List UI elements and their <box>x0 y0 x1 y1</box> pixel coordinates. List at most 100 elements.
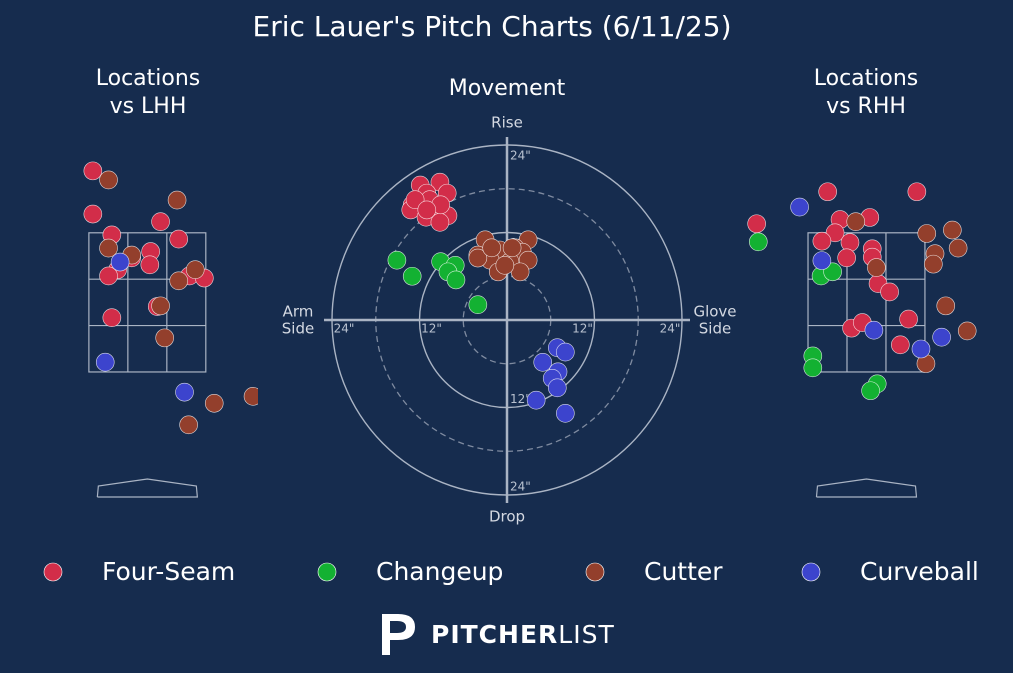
r-tick-label: 12" <box>421 322 442 336</box>
legend-label: Curveball <box>860 557 979 586</box>
pitch <box>151 296 170 316</box>
legend-marker <box>585 562 605 582</box>
pitch <box>891 335 910 355</box>
pitch <box>911 339 931 359</box>
pitch <box>99 170 118 190</box>
location-plot <box>747 182 977 498</box>
label-line: Side <box>282 320 314 338</box>
pitch <box>99 238 118 258</box>
pitch <box>948 238 968 258</box>
pitch <box>526 390 546 410</box>
pitch <box>936 296 956 316</box>
pitch <box>924 254 943 274</box>
pitch <box>83 161 103 181</box>
label-line: vs RHH <box>826 94 906 119</box>
pitch <box>840 233 860 252</box>
pitch <box>861 381 880 401</box>
label-line: vs LHH <box>110 94 187 119</box>
pitch <box>957 321 977 341</box>
pitch <box>140 255 160 275</box>
legend-label: Four-Seam <box>102 557 235 586</box>
pitch <box>812 231 832 251</box>
pitch <box>110 252 130 272</box>
pitch <box>846 212 866 231</box>
pitch <box>917 224 937 243</box>
movement-plot: 12"12"12"12"24"24"24"24" <box>324 137 690 503</box>
pitch <box>548 378 567 398</box>
r-tick-label: 12" <box>510 392 531 406</box>
home-plate <box>815 478 918 498</box>
pitch <box>837 248 856 268</box>
label-line: Movement <box>449 76 566 101</box>
legend-marker <box>43 562 63 582</box>
pitch <box>803 358 823 378</box>
r-tick-label: 24" <box>660 322 681 336</box>
pitch <box>387 250 407 270</box>
pitch <box>83 204 103 224</box>
home-plate <box>96 478 199 498</box>
label-line: Drop <box>489 508 525 526</box>
label-line: Locations <box>96 66 201 91</box>
label-line: Rise <box>491 114 523 132</box>
pitch <box>417 200 437 220</box>
r-tick-label: 24" <box>334 322 355 336</box>
pitch <box>533 352 553 372</box>
logo: PITCHERLIST <box>382 614 615 655</box>
strike-zone <box>807 232 926 373</box>
pitch <box>446 270 466 290</box>
r-tick-label: 24" <box>510 480 531 494</box>
pitch <box>95 352 115 372</box>
pitch <box>102 308 122 327</box>
strike-zone <box>88 232 207 373</box>
label-line: Glove <box>693 303 736 321</box>
pitch <box>243 387 258 406</box>
pitch <box>899 309 918 329</box>
pitch <box>99 266 118 286</box>
pitch <box>749 232 768 252</box>
pitch <box>790 197 809 217</box>
label-line: Side <box>699 320 731 338</box>
pitch <box>880 282 899 302</box>
pitch <box>468 295 488 314</box>
pitch <box>495 256 515 275</box>
pitch <box>185 260 205 279</box>
pitch <box>825 223 845 243</box>
brand-bold: PITCHER <box>431 620 558 649</box>
pitch <box>169 229 189 249</box>
legend-marker <box>801 562 821 582</box>
pitch <box>907 182 927 202</box>
pitch <box>556 342 575 362</box>
pitch <box>943 220 962 240</box>
legend-marker <box>317 562 337 582</box>
label-line: Locations <box>814 66 919 91</box>
pitch <box>864 320 884 340</box>
pitch <box>867 258 886 277</box>
pitch <box>812 251 832 270</box>
pitch <box>167 190 187 210</box>
label-line: Arm <box>283 303 314 321</box>
pitch <box>402 266 422 286</box>
r-tick-label: 12" <box>572 322 593 336</box>
logo-icon <box>382 614 415 655</box>
pitch <box>175 382 194 402</box>
pitch <box>468 248 488 268</box>
main-title: Eric Lauer's Pitch Charts (6/11/25) <box>253 10 732 43</box>
pitch <box>169 271 189 291</box>
pitch <box>932 327 951 347</box>
pitch <box>151 212 170 231</box>
r-tick-label: 24" <box>510 149 531 163</box>
location-plot <box>83 161 258 498</box>
brand: PITCHERLIST <box>431 620 615 649</box>
pitch <box>747 214 766 234</box>
brand-light: LIST <box>558 620 614 649</box>
pitch <box>556 404 575 423</box>
pitch <box>818 182 837 202</box>
legend-label: Cutter <box>644 557 723 586</box>
pitch <box>482 238 501 258</box>
pitch <box>179 415 198 435</box>
pitch <box>204 393 224 413</box>
pitch <box>502 238 522 258</box>
legend-label: Changeup <box>376 557 503 586</box>
